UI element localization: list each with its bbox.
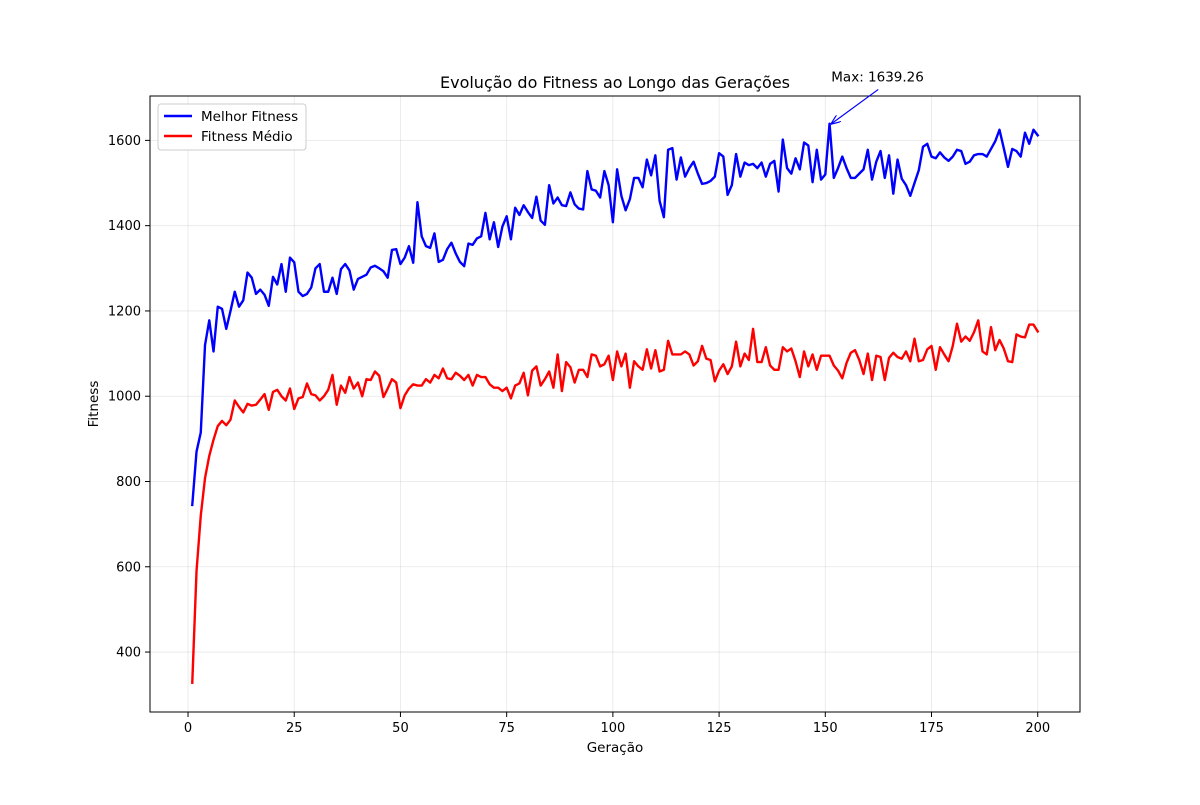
grid-lines [150, 96, 1080, 712]
legend-label-melhor-fitness: Melhor Fitness [201, 109, 298, 125]
y-tick-label: 400 [116, 646, 141, 661]
x-tick-label: 100 [600, 721, 625, 736]
y-tick-label: 1400 [108, 219, 141, 234]
y-tick-label: 1000 [108, 390, 141, 405]
y-tick-label: 800 [116, 475, 141, 490]
x-tick-label: 0 [184, 721, 192, 736]
legend: Melhor Fitness Fitness Médio [157, 103, 307, 151]
y-axis-label: Fitness [86, 381, 102, 428]
x-tick-label: 200 [1025, 721, 1050, 736]
x-tick-label: 50 [392, 721, 409, 736]
x-tick-label: 175 [919, 721, 944, 736]
x-tick-label: 125 [707, 721, 732, 736]
y-tick-label: 1600 [108, 134, 141, 149]
x-axis-label: Geração [587, 740, 644, 756]
max-annotation: Max: 1639.26 [831, 69, 924, 123]
legend-label-fitness-medio: Fitness Médio [201, 129, 293, 145]
legend-box [157, 103, 307, 151]
chart-title: Evolução do Fitness ao Longo das Geraçõe… [440, 73, 790, 92]
axis-ticks: 0 25 50 75 100 125 150 175 200 400 600 800 1000 1200 1… [108, 134, 1050, 736]
y-tick-label: 1200 [108, 304, 141, 319]
x-tick-label: 150 [813, 721, 838, 736]
y-tick-label: 600 [116, 560, 141, 575]
series-lines [190, 122, 1040, 684]
series-line-fitness-medio [191, 319, 1040, 684]
x-tick-label: 75 [498, 721, 515, 736]
max-annotation-arrow [832, 88, 879, 123]
plot-area-frame [149, 95, 1081, 713]
series-line-melhor-fitness [190, 122, 1040, 507]
max-annotation-label: Max: 1639.26 [831, 69, 924, 85]
x-tick-label: 25 [286, 721, 303, 736]
